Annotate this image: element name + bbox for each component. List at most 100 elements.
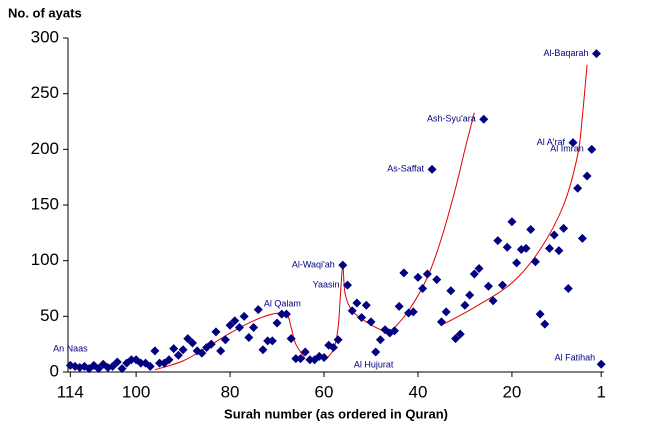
data-point — [216, 346, 226, 356]
data-point — [554, 246, 564, 256]
point-label: Al Fatihah — [555, 353, 596, 363]
data-point — [460, 300, 470, 310]
data-point — [371, 347, 381, 357]
data-point — [300, 347, 310, 357]
y-tick-label: 100 — [31, 250, 59, 269]
point-label: An Naas — [53, 344, 88, 354]
data-point — [178, 345, 188, 355]
data-point — [65, 360, 75, 370]
y-tick-label: 0 — [50, 361, 59, 380]
x-tick-label: 60 — [315, 382, 334, 401]
data-point — [530, 257, 540, 267]
y-axis-label: No. of ayats — [8, 5, 82, 20]
data-point — [225, 320, 235, 330]
point-label: Yaasin — [313, 280, 340, 290]
data-point — [258, 345, 268, 355]
data-point — [399, 268, 409, 278]
data-point — [568, 138, 578, 148]
data-point — [169, 344, 179, 354]
data-point — [352, 298, 362, 308]
data-point — [122, 358, 132, 368]
data-point — [436, 317, 446, 327]
point-label: Al Qalam — [264, 298, 301, 308]
data-point — [366, 317, 376, 327]
data-point — [413, 272, 423, 282]
data-point — [305, 355, 315, 365]
data-point — [512, 258, 522, 268]
y-tick-label: 200 — [31, 139, 59, 158]
data-point — [253, 305, 263, 315]
data-point — [338, 260, 348, 270]
x-tick-label: 100 — [122, 382, 150, 401]
data-point — [202, 343, 212, 353]
data-point — [545, 243, 555, 253]
data-point — [441, 307, 451, 317]
data-point — [380, 325, 390, 335]
trend-curve — [441, 64, 588, 326]
y-tick-label: 250 — [31, 83, 59, 102]
data-point — [596, 359, 606, 369]
data-point — [394, 301, 404, 311]
data-point — [422, 269, 432, 279]
data-point — [563, 284, 573, 293]
data-point — [263, 336, 273, 346]
x-tick-label: 1 — [596, 382, 605, 401]
data-point — [159, 358, 169, 368]
data-point — [324, 340, 334, 350]
data-point — [150, 346, 160, 356]
data-point — [141, 358, 151, 368]
data-point — [469, 269, 479, 279]
point-label: Al-Baqarah — [543, 48, 588, 58]
data-point — [281, 309, 291, 319]
data-point — [479, 114, 489, 124]
data-point — [577, 233, 587, 243]
y-tick-label: 300 — [31, 27, 59, 46]
data-point — [432, 275, 442, 285]
data-point — [361, 300, 371, 310]
data-point — [535, 309, 545, 319]
data-point — [220, 335, 230, 345]
point-label: As-Saffat — [387, 164, 424, 174]
point-label: Al-Waqi'ah — [292, 259, 335, 269]
data-point — [516, 245, 526, 255]
data-point — [573, 183, 583, 193]
data-point — [343, 280, 353, 290]
data-point — [187, 338, 197, 348]
point-label: Al A'raf — [537, 137, 566, 147]
data-point — [117, 364, 127, 374]
y-tick-label: 50 — [40, 306, 59, 325]
data-point — [239, 311, 249, 321]
data-point — [498, 280, 508, 290]
data-point — [587, 144, 597, 154]
data-point — [465, 290, 475, 300]
data-point — [474, 263, 484, 273]
data-point — [291, 354, 301, 364]
data-point — [418, 284, 428, 293]
data-point — [483, 281, 493, 291]
point-label: Al Imran — [550, 144, 584, 154]
data-point — [112, 357, 122, 367]
x-tick-label: 114 — [57, 382, 84, 401]
y-tick-label: 150 — [31, 194, 59, 213]
data-point — [277, 309, 287, 319]
data-point — [455, 329, 465, 339]
x-axis-label: Surah number (as ordered in Quran) — [224, 406, 448, 421]
data-point — [375, 335, 385, 345]
data-point — [559, 223, 569, 233]
data-point — [427, 164, 437, 174]
data-point — [446, 286, 456, 296]
data-point — [234, 322, 244, 332]
data-point — [155, 358, 165, 368]
x-tick-label: 20 — [502, 382, 521, 401]
data-point — [310, 355, 320, 365]
data-point — [131, 355, 141, 365]
x-tick-label: 40 — [409, 382, 428, 401]
data-point — [230, 316, 240, 326]
point-label: Al Hujurat — [354, 359, 394, 369]
data-point — [183, 334, 193, 344]
point-label: Ash-Syu'ara — [427, 114, 476, 124]
data-point — [357, 312, 367, 322]
data-point — [488, 296, 498, 306]
data-point — [244, 332, 254, 342]
data-point — [493, 236, 503, 246]
